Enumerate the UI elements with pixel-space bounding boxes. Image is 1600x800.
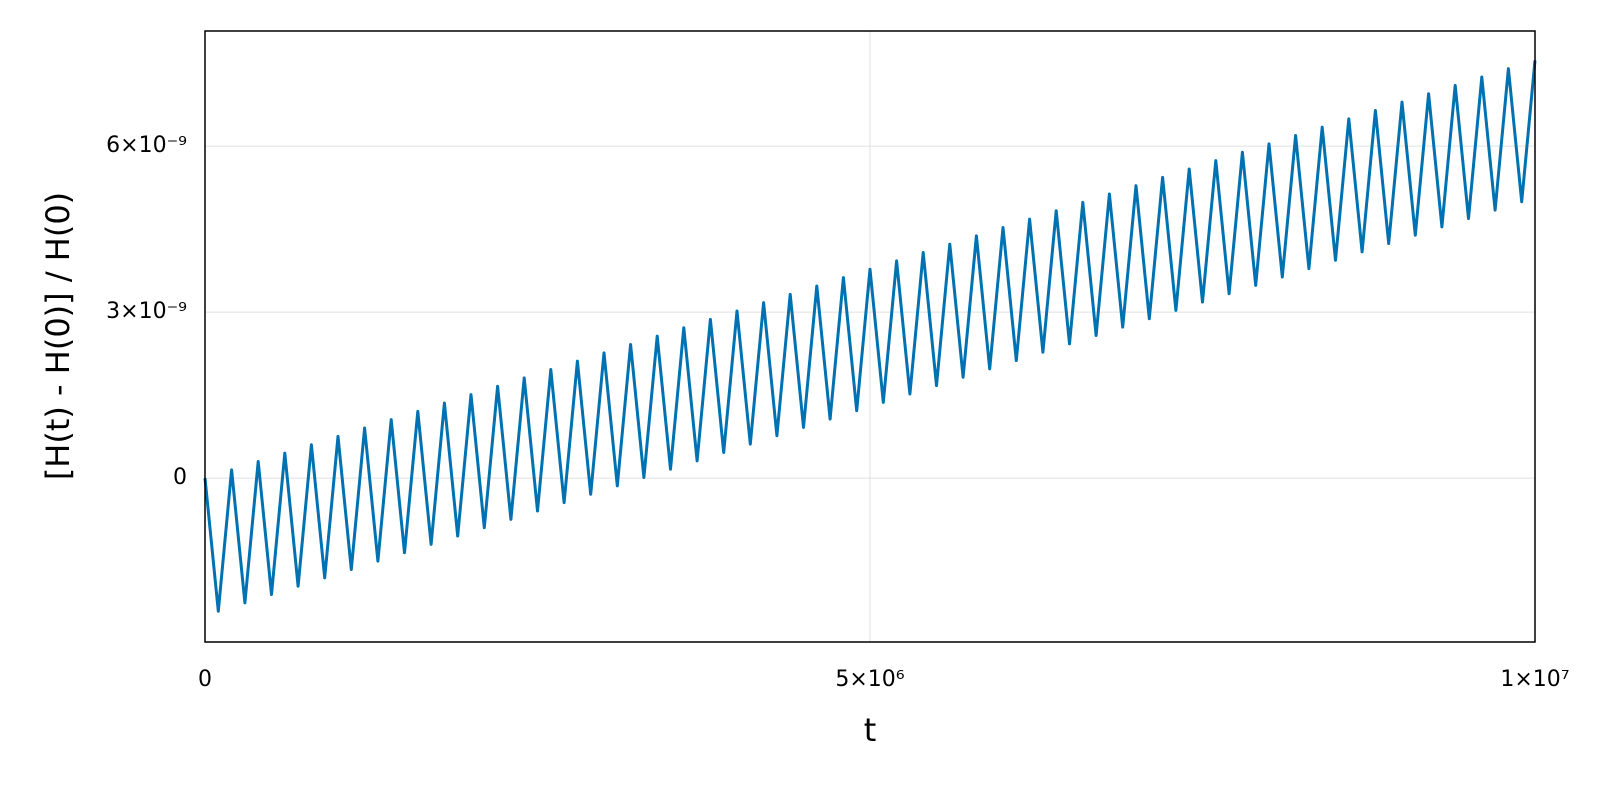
x-tick-label: 5×10⁶ (835, 667, 904, 692)
y-axis-title: [H(t) - H(0)] / H(0) (39, 192, 77, 480)
x-axis-title: t (864, 711, 877, 749)
x-tick-label: 0 (198, 667, 212, 692)
y-tick-label: 3×10⁻⁹ (106, 299, 187, 324)
data-line (203, 60, 1537, 613)
plot-frame (204, 30, 1536, 643)
y-tick-label: 0 (173, 465, 187, 490)
x-tick-label: 1×10⁷ (1500, 667, 1569, 692)
y-tick-label: 6×10⁻⁹ (106, 133, 187, 158)
